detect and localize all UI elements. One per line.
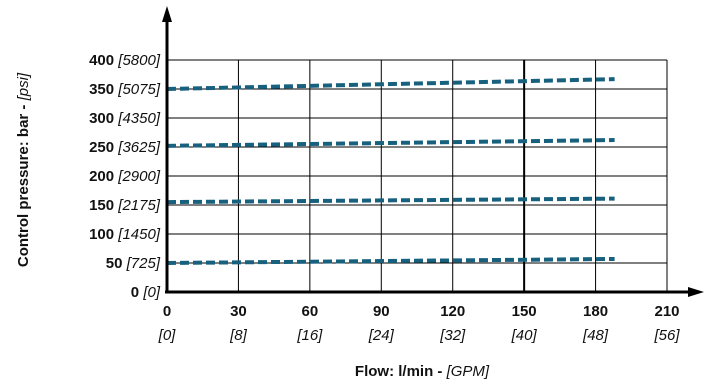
y-tick-sub: [2900]	[117, 168, 161, 185]
y-tick-value: 0	[131, 284, 144, 301]
y-tick-label: 350 [5075]	[89, 81, 161, 98]
grid	[167, 59, 668, 292]
x-axis-label: Flow: l/min - [GPM]	[355, 363, 490, 380]
x-axis-label-text: Flow: l/min -	[355, 363, 447, 380]
y-tick-sub: [5075]	[117, 81, 161, 98]
series-line-1	[166, 256, 615, 265]
y-tick-value: 150	[89, 197, 118, 214]
x-tick-sub: [8]	[229, 327, 248, 344]
x-tick-label: 210	[654, 303, 679, 320]
x-tick-label: 120	[440, 303, 465, 320]
y-tick-sub: [5800]	[117, 52, 161, 69]
y-tick-label: 50 [725]	[106, 255, 161, 272]
y-tick-value: 100	[89, 226, 118, 243]
y-axis-label-text: Control pressure: bar -	[15, 100, 32, 267]
y-axis-label: Control pressure: bar - [psi]	[15, 72, 32, 267]
x-tick-label: 30	[230, 303, 247, 320]
series-group	[166, 77, 615, 265]
y-tick-sub: [3625]	[117, 139, 161, 156]
x-tick-label: 60	[302, 303, 319, 320]
y-tick-label: 200 [2900]	[89, 168, 161, 185]
y-tick-label: 0 [0]	[131, 284, 161, 301]
x-tick-sub: [48]	[582, 327, 609, 344]
x-tick-label: 180	[583, 303, 608, 320]
y-tick-value: 250	[89, 139, 118, 156]
x-tick-sub: [16]	[296, 327, 323, 344]
y-tick-label: 100 [1450]	[89, 226, 161, 243]
y-tick-value: 50	[106, 255, 127, 272]
y-tick-sub: [2175]	[117, 197, 161, 214]
y-tick-sub: [725]	[126, 255, 161, 272]
y-tick-label: 400 [5800]	[89, 52, 161, 69]
series-line-2	[166, 196, 615, 205]
x-tick-sub: [56]	[653, 327, 680, 344]
y-tick-value: 350	[89, 81, 118, 98]
x-tick-labels: 0 [0] 30 [8] 60 [16] 90 [24] 120 [32] 150 [40] 180 [4…	[158, 303, 681, 344]
y-tick-sub: [4350]	[117, 110, 161, 127]
series-line-3	[166, 138, 615, 148]
x-tick-label: 0	[163, 303, 171, 320]
x-tick-sub: [0]	[158, 327, 177, 344]
axes	[162, 6, 704, 297]
y-axis-label-unit: [psi]	[15, 72, 32, 101]
x-axis-arrow	[688, 287, 704, 297]
x-tick-label: 90	[373, 303, 390, 320]
x-tick-sub: [24]	[368, 327, 395, 344]
y-tick-labels: 0 [0]50 [725]100 [1450]150 [2175]200 [29…	[89, 52, 161, 301]
y-tick-sub: [0]	[142, 284, 161, 301]
y-tick-label: 150 [2175]	[89, 197, 161, 214]
y-tick-label: 300 [4350]	[89, 110, 161, 127]
y-tick-value: 300	[89, 110, 118, 127]
x-tick-sub: [32]	[439, 327, 466, 344]
y-tick-label: 250 [3625]	[89, 139, 161, 156]
series-line-4	[166, 77, 615, 91]
x-tick-sub: [40]	[511, 327, 538, 344]
x-axis-label-unit: [GPM]	[446, 363, 490, 380]
y-tick-value: 200	[89, 168, 118, 185]
y-tick-value: 400	[89, 52, 118, 69]
x-tick-label: 150	[512, 303, 537, 320]
y-tick-sub: [1450]	[117, 226, 161, 243]
y-axis-arrow	[162, 6, 172, 22]
